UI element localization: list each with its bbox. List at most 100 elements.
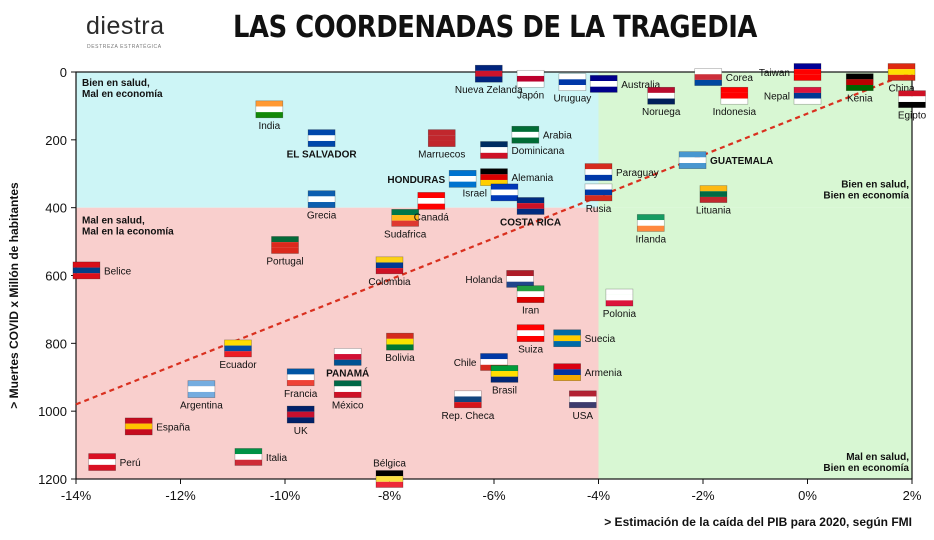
- flag-point-uruguay: Uruguay: [553, 73, 591, 105]
- flag-stripe: [88, 459, 116, 465]
- trend-line: [75, 70, 913, 406]
- flag-border: [386, 332, 414, 351]
- flag-point-armenia: Armenia: [553, 363, 622, 381]
- quadrant-bottom-right: [598, 207, 912, 479]
- flag-border: [887, 63, 916, 81]
- flag-stripe: [480, 168, 508, 175]
- flag-point-canada: Canadá: [414, 192, 449, 223]
- flag-border: [647, 86, 676, 105]
- flag-stripe: [506, 276, 534, 282]
- flag-stripe: [794, 63, 821, 70]
- flag-stripe: [480, 152, 508, 159]
- flag-stripe: [287, 380, 315, 386]
- flag-stripe: [376, 476, 403, 482]
- flag-stripe: [234, 454, 262, 460]
- flag-stripe: [125, 417, 153, 424]
- point-label: Arabia: [543, 131, 572, 142]
- point-label: Israel: [462, 188, 486, 199]
- flag-border: [333, 380, 362, 398]
- flag-stripe: [308, 129, 336, 136]
- point-label: Lituania: [696, 206, 731, 217]
- flag-stripe: [794, 74, 821, 81]
- flag-border: [699, 185, 728, 203]
- flag-point-espana: España: [124, 417, 191, 436]
- quadrant-labels: Bien en salud, Mal en economía Bien en sal…: [82, 78, 909, 474]
- point-label: GUATEMALA: [710, 156, 773, 167]
- quadrant-bottom-left: [76, 207, 599, 479]
- flag-stripe: [517, 208, 545, 215]
- logo-word: diestra: [86, 12, 165, 40]
- point-label: Uruguay: [553, 94, 591, 105]
- flag-stripe: [647, 92, 675, 99]
- point-label: Francia: [284, 389, 318, 400]
- flag-stripe: [846, 79, 874, 86]
- flag-point-portugal: Portugal: [266, 236, 304, 267]
- flag-stripe: [517, 81, 545, 88]
- x-tick-label: -14%: [61, 488, 92, 503]
- flag-stripe: [391, 209, 419, 216]
- x-tick-label: -12%: [165, 488, 196, 503]
- flag-border: [375, 470, 404, 488]
- point-label: Belice: [104, 266, 132, 277]
- x-axis-title: > Estimación de la caída del PIB para 20…: [604, 515, 912, 529]
- flag-stripe: [553, 329, 581, 336]
- point-label: Japón: [517, 90, 544, 101]
- flag-border: [516, 69, 545, 88]
- point-label: Taiwan: [759, 68, 790, 79]
- flag-border: [286, 405, 315, 424]
- point-label: Chile: [454, 358, 477, 369]
- flag-stripe: [449, 170, 477, 177]
- flag-stripe: [694, 79, 722, 86]
- flag-stripe: [585, 174, 612, 181]
- flag-border: [255, 100, 284, 119]
- point-label: Bélgica: [373, 459, 406, 470]
- flag-stripe: [308, 140, 336, 147]
- flag-border: [333, 348, 362, 366]
- flag-point-belgica: Bélgica: [373, 459, 406, 488]
- flag-border: [845, 73, 874, 91]
- flag-stripe: [590, 86, 618, 93]
- flag-stripe: [454, 396, 482, 403]
- flag-border: [375, 256, 404, 275]
- point-label: Polonia: [603, 309, 637, 320]
- flag-border: [516, 285, 545, 303]
- flag-stripe: [376, 262, 403, 269]
- point-label: Suiza: [518, 345, 543, 356]
- flag-stripe: [511, 126, 539, 132]
- flag-stripe: [517, 75, 545, 82]
- flag-stripe: [569, 396, 597, 403]
- flag-point-usa: USA: [569, 390, 597, 422]
- point-label: Brasil: [492, 385, 517, 396]
- flag-stripe: [428, 135, 456, 141]
- flag-stripe: [517, 335, 545, 342]
- flag-stripe: [428, 129, 456, 136]
- flag-point-irlanda: Irlanda: [635, 214, 666, 245]
- flag-stripe: [888, 74, 916, 81]
- flag-stripe: [558, 79, 586, 86]
- point-label: Rep. Checa: [441, 411, 494, 422]
- flag-point-israel: Israel: [462, 183, 519, 202]
- point-label: HONDURAS: [387, 175, 445, 186]
- flag-border: [88, 453, 116, 471]
- flag-border: [516, 324, 545, 342]
- flag-stripe: [271, 236, 299, 243]
- flag-border: [480, 141, 508, 159]
- flag-point-panama: PANAMÁ: [326, 348, 369, 379]
- flag-border: [793, 63, 822, 81]
- flag-stripe: [720, 98, 748, 105]
- flag-border: [271, 236, 299, 254]
- flag-border: [448, 170, 477, 188]
- flag-stripe: [308, 202, 336, 208]
- x-tick-label: -4%: [587, 488, 611, 503]
- flag-stripe: [187, 386, 215, 392]
- flag-border: [589, 75, 618, 93]
- flag-border: [605, 288, 634, 307]
- flag-stripe: [334, 391, 362, 398]
- flag-stripe: [391, 220, 419, 227]
- flag-stripe: [334, 348, 362, 355]
- flag-border: [694, 68, 723, 86]
- flag-border: [224, 339, 252, 358]
- flag-stripe: [454, 390, 482, 397]
- flag-point-iran: Iran: [516, 285, 545, 317]
- flag-border: [234, 448, 263, 466]
